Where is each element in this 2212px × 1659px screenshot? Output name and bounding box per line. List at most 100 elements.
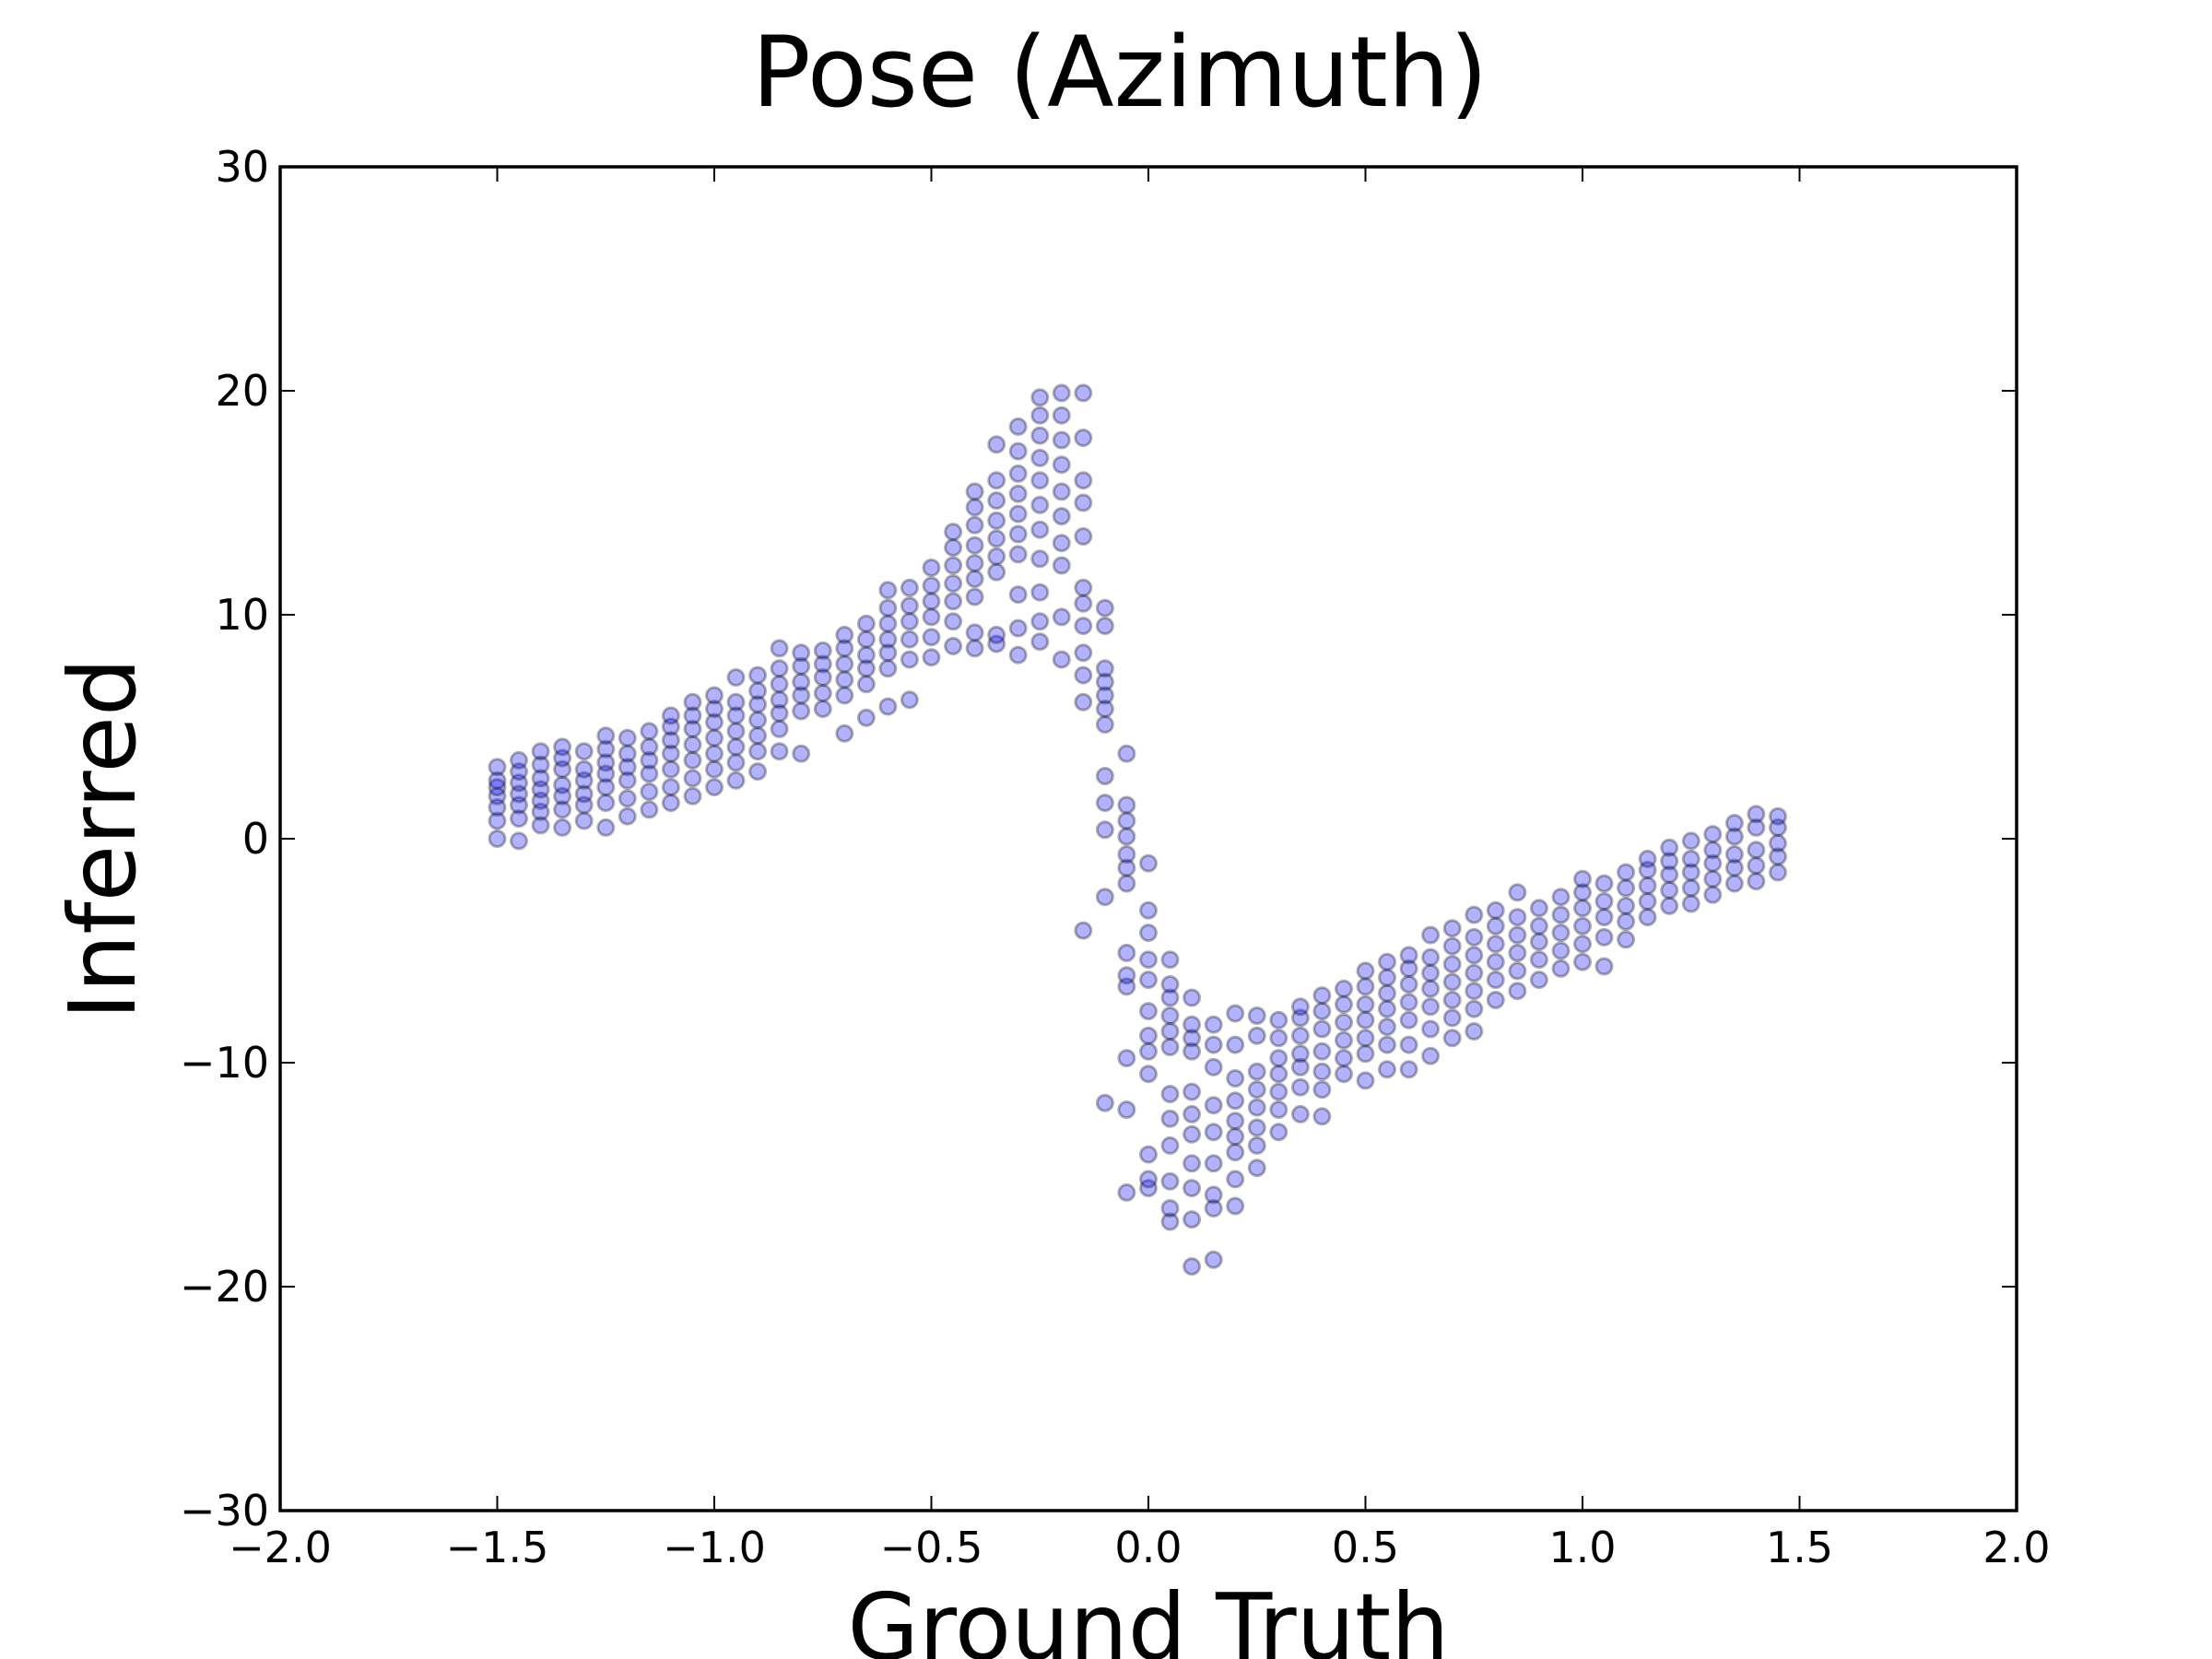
data-point [1617, 878, 1636, 898]
data-point [1551, 924, 1571, 943]
y-tick-label: 30 [215, 142, 269, 192]
data-point [835, 639, 854, 658]
data-point [1442, 972, 1462, 992]
data-point [900, 578, 919, 597]
data-point [1442, 919, 1462, 938]
data-point [1030, 388, 1050, 407]
data-point [1638, 908, 1657, 927]
x-tick-label: −1.5 [446, 1523, 549, 1572]
data-point [1594, 908, 1614, 927]
data-point [1465, 1022, 1484, 1041]
data-point [1617, 912, 1636, 931]
data-point [1074, 921, 1093, 940]
data-point [618, 771, 637, 790]
data-point [813, 684, 832, 703]
data-point [1724, 814, 1744, 832]
data-point [531, 755, 550, 774]
data-point [1747, 805, 1766, 824]
data-point [1660, 838, 1679, 857]
y-tick-label: 0 [242, 814, 269, 864]
data-point [1247, 1080, 1266, 1100]
data-point [1465, 905, 1484, 924]
data-point [1247, 1118, 1266, 1137]
data-point [792, 643, 811, 663]
data-point [1117, 845, 1136, 864]
data-point [531, 742, 550, 761]
y-tick-label: −10 [180, 1038, 269, 1088]
data-point [965, 570, 984, 589]
data-point [1486, 991, 1505, 1009]
data-point [1335, 1030, 1353, 1050]
data-point [726, 771, 746, 790]
data-point [596, 818, 616, 837]
data-point [1247, 1098, 1266, 1117]
data-point [1660, 865, 1679, 884]
data-point [1008, 504, 1028, 524]
data-point [792, 744, 811, 763]
data-point [1335, 979, 1353, 998]
data-point [1139, 1170, 1158, 1189]
data-point [1139, 1002, 1158, 1021]
data-point [1117, 744, 1136, 763]
data-point [1486, 952, 1505, 971]
data-point [683, 719, 702, 738]
data-point [965, 554, 984, 573]
data-point [748, 762, 768, 782]
data-point [922, 576, 941, 595]
data-point [1442, 1008, 1462, 1028]
data-point [770, 675, 789, 694]
data-point [1204, 1015, 1223, 1034]
data-point [531, 802, 550, 821]
data-point [1182, 1257, 1202, 1277]
data-point [987, 547, 1006, 566]
data-point [1008, 545, 1028, 564]
data-point [856, 645, 876, 665]
data-point [1008, 441, 1028, 461]
data-point [1508, 883, 1527, 902]
data-point [1312, 1080, 1332, 1100]
data-point [640, 737, 659, 757]
data-point [596, 794, 616, 813]
data-point [1204, 1154, 1223, 1173]
data-point [900, 650, 919, 669]
data-point [1508, 908, 1527, 927]
data-point [1117, 1049, 1136, 1068]
data-point [1724, 827, 1744, 846]
y-tick-label: 10 [215, 590, 269, 640]
data-point [1030, 520, 1050, 539]
data-point [792, 672, 811, 691]
data-point [965, 515, 984, 535]
data-point [1030, 582, 1050, 602]
data-point [1008, 464, 1028, 483]
data-point [922, 628, 941, 647]
data-point [856, 659, 876, 678]
data-point [1421, 963, 1441, 982]
data-point [770, 690, 789, 710]
data-point [1204, 1199, 1223, 1218]
data-point [1074, 643, 1093, 663]
data-point [792, 701, 811, 721]
data-point [1356, 1071, 1375, 1090]
data-point [1529, 932, 1548, 951]
x-tick-label: 0.5 [1332, 1523, 1399, 1572]
data-point [1226, 1035, 1245, 1054]
data-point [878, 598, 898, 618]
data-point [1703, 853, 1723, 873]
data-point [900, 596, 919, 616]
data-point [1703, 885, 1723, 904]
data-point [705, 778, 724, 797]
data-point [1594, 874, 1614, 893]
data-point [596, 753, 616, 772]
data-point [640, 800, 659, 819]
data-point [1226, 1112, 1245, 1131]
data-point [705, 686, 724, 705]
data-point [661, 778, 680, 797]
data-point [510, 831, 528, 851]
data-point [1290, 1077, 1310, 1097]
y-tick-label: −30 [180, 1486, 269, 1535]
data-point [1335, 1049, 1353, 1068]
data-point [1226, 1091, 1245, 1111]
data-point [1139, 1041, 1158, 1061]
data-point [1399, 946, 1418, 965]
data-point [770, 719, 789, 738]
